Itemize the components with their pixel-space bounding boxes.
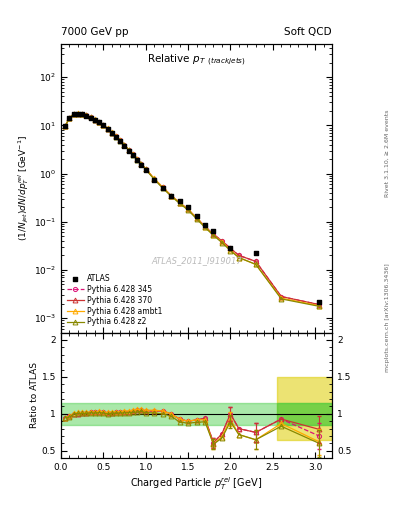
Point [130, 151, 136, 159]
Point [105, 124, 111, 133]
Point [210, 227, 217, 235]
Point [113, 133, 119, 141]
Point [96, 118, 102, 126]
Point [176, 197, 183, 205]
Point [108, 129, 115, 137]
Y-axis label: Ratio to ATLAS: Ratio to ATLAS [30, 362, 39, 429]
Point [62, 122, 68, 131]
Point [143, 165, 149, 174]
Point [79, 110, 85, 118]
Text: 7000 GeV pp: 7000 GeV pp [61, 27, 129, 37]
Text: Soft QCD: Soft QCD [285, 27, 332, 37]
Point [138, 161, 145, 169]
Point [100, 121, 107, 130]
Point [253, 249, 259, 258]
Text: mcplots.cern.ch [arXiv:1306.3436]: mcplots.cern.ch [arXiv:1306.3436] [385, 263, 389, 372]
Point [134, 156, 140, 164]
Point [117, 137, 123, 145]
Text: ATLAS_2011_I919017: ATLAS_2011_I919017 [151, 256, 242, 265]
Point [160, 184, 166, 192]
Point [316, 297, 323, 306]
Point [168, 191, 174, 200]
Point [151, 176, 157, 184]
Point [66, 114, 73, 122]
Point [185, 203, 191, 211]
Point [126, 146, 132, 155]
Point [83, 112, 90, 120]
Point [193, 212, 200, 220]
Point [75, 110, 81, 118]
Point [121, 141, 128, 150]
Text: Rivet 3.1.10, ≥ 2.6M events: Rivet 3.1.10, ≥ 2.6M events [385, 110, 389, 197]
X-axis label: Charged Particle $p_{T}^{rel}$ [GeV]: Charged Particle $p_{T}^{rel}$ [GeV] [130, 475, 263, 492]
Legend: ATLAS, Pythia 6.428 345, Pythia 6.428 370, Pythia 6.428 ambt1, Pythia 6.428 z2: ATLAS, Pythia 6.428 345, Pythia 6.428 37… [65, 271, 165, 329]
Text: Relative $p_{T}$ $_{(track jets)}$: Relative $p_{T}$ $_{(track jets)}$ [147, 52, 246, 68]
Point [70, 110, 77, 118]
Y-axis label: $(1/N_{jet})dN/dp_{T}^{rel}$ [GeV$^{-1}$]: $(1/N_{jet})dN/dp_{T}^{rel}$ [GeV$^{-1}$… [17, 135, 31, 241]
Point [87, 114, 94, 122]
Point [92, 116, 98, 124]
Point [227, 244, 233, 252]
Point [202, 221, 208, 229]
